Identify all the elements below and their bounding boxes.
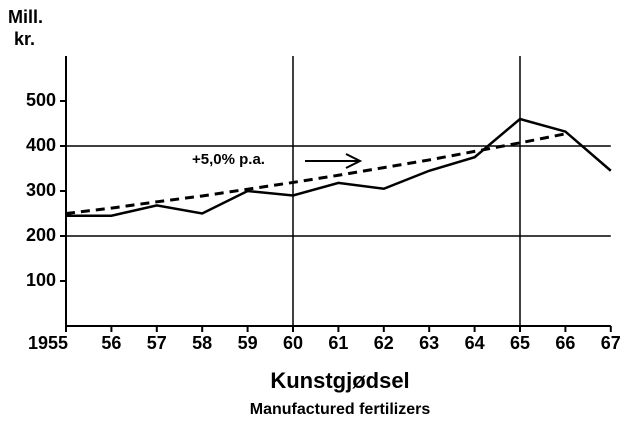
chart-subtitle: Manufactured fertilizers xyxy=(250,401,431,418)
y-axis-label: kr. xyxy=(14,29,35,49)
x-tick-label: 65 xyxy=(510,333,530,353)
y-tick-label: 200 xyxy=(26,225,56,245)
x-tick-label: 63 xyxy=(419,333,439,353)
y-tick-label: 500 xyxy=(26,90,56,110)
x-tick-label: 66 xyxy=(555,333,575,353)
y-tick-label: 400 xyxy=(26,135,56,155)
annotation: +5,0% p.a. xyxy=(192,151,265,168)
x-tick-label: 59 xyxy=(238,333,258,353)
x-tick-label: 57 xyxy=(147,333,167,353)
y-axis-label: Mill. xyxy=(8,7,43,27)
y-tick-label: 300 xyxy=(26,180,56,200)
annotation-arrowhead xyxy=(345,153,363,169)
x-tick-label: 1955 xyxy=(28,333,68,353)
x-tick-label: 61 xyxy=(328,333,348,353)
x-tick-label: 58 xyxy=(192,333,212,353)
x-tick-label: 62 xyxy=(374,333,394,353)
x-tick-label: 67 xyxy=(601,333,621,353)
chart-title: Kunstgjødsel xyxy=(270,368,409,393)
x-tick-label: 56 xyxy=(101,333,121,353)
y-tick-label: 100 xyxy=(26,270,56,290)
data-line xyxy=(66,117,612,217)
x-tick-label: 60 xyxy=(283,333,303,353)
trend-line xyxy=(65,132,566,215)
x-tick-label: 64 xyxy=(465,333,485,353)
